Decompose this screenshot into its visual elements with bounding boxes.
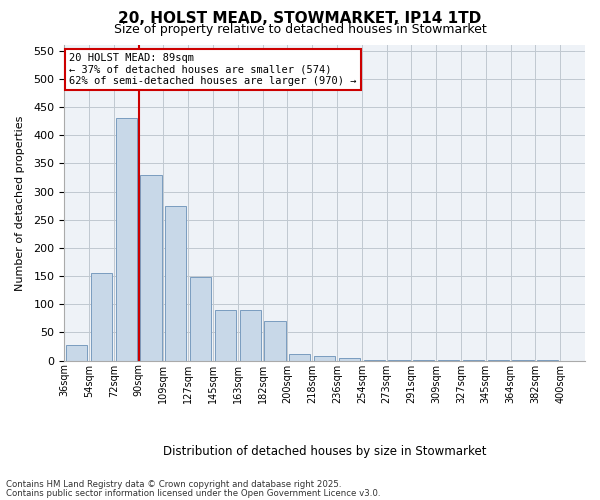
Text: Contains public sector information licensed under the Open Government Licence v3: Contains public sector information licen…	[6, 488, 380, 498]
Bar	[165, 206, 187, 360]
Bar	[91, 274, 112, 360]
Bar	[265, 321, 286, 360]
Bar	[314, 356, 335, 360]
Text: Contains HM Land Registry data © Crown copyright and database right 2025.: Contains HM Land Registry data © Crown c…	[6, 480, 341, 489]
Bar	[215, 310, 236, 360]
Y-axis label: Number of detached properties: Number of detached properties	[15, 115, 25, 290]
Bar	[140, 174, 161, 360]
Bar	[239, 310, 261, 360]
X-axis label: Distribution of detached houses by size in Stowmarket: Distribution of detached houses by size …	[163, 444, 487, 458]
Bar	[66, 345, 87, 360]
Text: 20 HOLST MEAD: 89sqm
← 37% of detached houses are smaller (574)
62% of semi-deta: 20 HOLST MEAD: 89sqm ← 37% of detached h…	[70, 53, 357, 86]
Bar	[339, 358, 360, 360]
Bar	[116, 118, 137, 360]
Text: 20, HOLST MEAD, STOWMARKET, IP14 1TD: 20, HOLST MEAD, STOWMARKET, IP14 1TD	[118, 11, 482, 26]
Bar	[190, 278, 211, 360]
Text: Size of property relative to detached houses in Stowmarket: Size of property relative to detached ho…	[113, 22, 487, 36]
Bar	[289, 354, 310, 360]
